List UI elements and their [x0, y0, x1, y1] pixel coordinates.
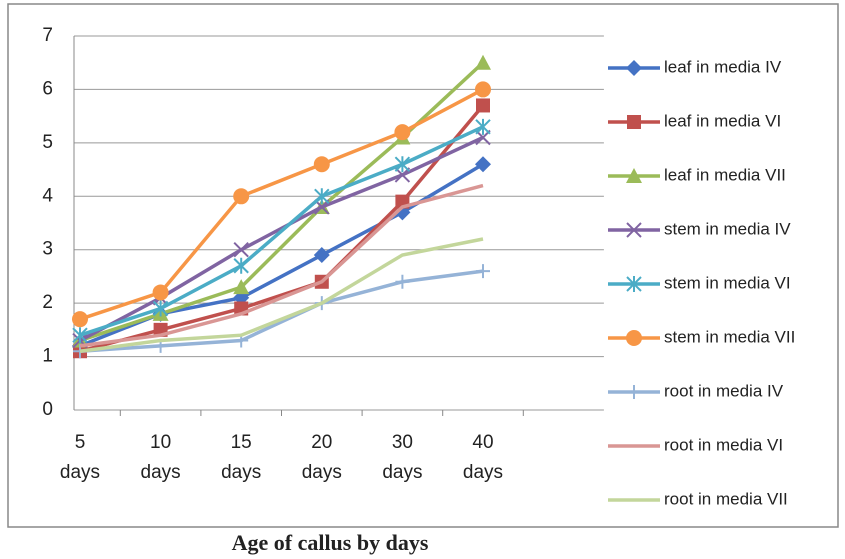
marker — [476, 264, 490, 279]
marker — [72, 311, 88, 328]
marker — [475, 81, 491, 98]
x-tick-label: 15 days — [221, 432, 262, 483]
marker — [152, 300, 169, 317]
marker — [627, 115, 641, 129]
marker — [233, 279, 250, 295]
series — [72, 81, 491, 328]
marker — [475, 118, 491, 135]
marker — [394, 156, 411, 173]
legend-label: leaf in media IV — [664, 57, 782, 76]
marker — [314, 188, 330, 205]
series-line — [79, 237, 484, 353]
y-tick-label: 5 — [42, 132, 53, 153]
legend-label: root in media VII — [664, 489, 788, 508]
legend-label: leaf in media VII — [664, 165, 786, 184]
marker — [233, 188, 250, 205]
series — [79, 237, 484, 353]
chart-frame — [7, 3, 839, 528]
x-axis-label: Age of callus by days — [232, 530, 429, 555]
marker — [475, 156, 491, 173]
x-tick-label: 30 days — [382, 432, 423, 483]
x-tick-label: 40 days — [462, 432, 504, 483]
marker — [476, 98, 490, 113]
legend-label: stem in media IV — [664, 219, 791, 238]
marker — [395, 274, 410, 289]
x-tick-label: 20 days — [301, 432, 342, 483]
marker — [313, 247, 330, 264]
x-tick-label: 5 days — [59, 432, 101, 483]
marker — [626, 330, 642, 346]
marker — [626, 222, 642, 238]
series-line — [79, 125, 484, 337]
series — [72, 156, 491, 354]
marker — [626, 168, 642, 183]
marker — [152, 284, 169, 301]
series-line — [79, 104, 485, 353]
legend-label: root in media IV — [664, 381, 784, 400]
legend-label: root in media VI — [664, 435, 783, 454]
legend-label: stem in media VI — [664, 273, 791, 292]
legend-label: leaf in media VI — [664, 111, 781, 130]
series — [72, 118, 491, 344]
marker — [394, 124, 411, 141]
y-tick-label: 2 — [42, 292, 53, 313]
marker — [626, 60, 642, 76]
series — [73, 98, 490, 359]
marker — [233, 257, 249, 274]
series — [73, 264, 490, 359]
series — [79, 183, 484, 348]
y-tick-label: 1 — [42, 346, 53, 367]
y-tick-label: 0 — [42, 399, 53, 420]
y-tick-label: 3 — [42, 239, 53, 260]
series-line — [79, 269, 484, 353]
y-tick-label: 6 — [42, 78, 53, 99]
legend-label: stem in media VII — [664, 327, 795, 346]
series-line — [79, 87, 484, 321]
marker — [475, 54, 491, 70]
x-tick-label: 10 days — [140, 432, 181, 483]
marker — [72, 327, 88, 344]
y-tick-label: 7 — [42, 25, 53, 46]
series-line — [79, 183, 484, 348]
y-tick-label: 4 — [42, 185, 53, 206]
marker — [313, 156, 330, 173]
marker — [233, 242, 249, 258]
marker — [627, 385, 641, 399]
series-line — [79, 135, 484, 343]
marker — [626, 276, 642, 292]
